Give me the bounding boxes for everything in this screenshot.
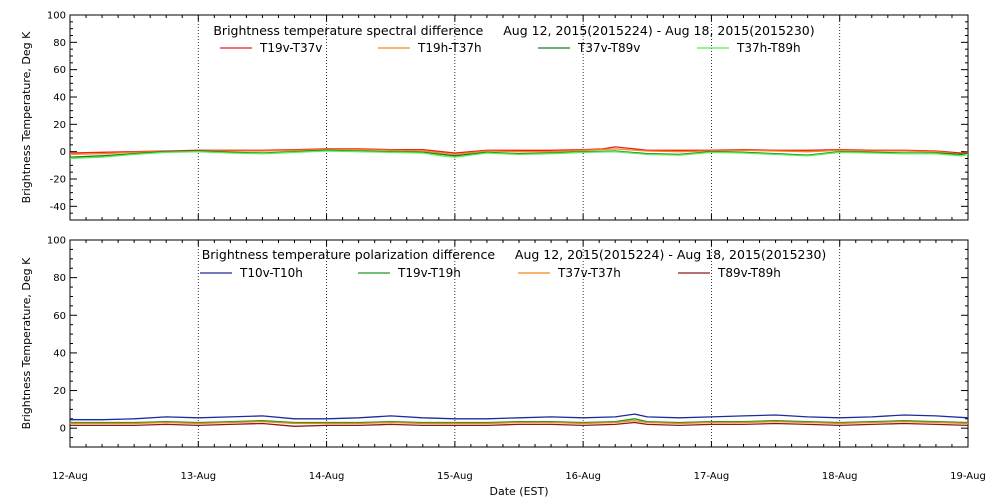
series-line-T19h-T37h (69, 148, 969, 156)
y-tick-label: 80 (53, 38, 66, 49)
legend-label: T19v-T37v (259, 41, 322, 55)
y-tick-label: 100 (47, 11, 66, 22)
y-tick-label: 40 (53, 93, 66, 104)
x-axis-label: Date (EST) (489, 485, 548, 498)
series-line-T19v-T37v (69, 146, 969, 154)
legend-label: T37h-T89h (736, 41, 801, 55)
y-tick-label: 0 (60, 424, 66, 435)
chart-title: Brightness temperature polarization diff… (202, 247, 827, 262)
series-line-T89v-T89h (70, 421, 969, 427)
x-tick-label: 18-Aug (822, 471, 858, 482)
chart-title: Brightness temperature spectral differen… (213, 23, 814, 38)
y-axis-label: Brightness Temperature, Deg K (20, 257, 33, 429)
series-line-T37v-T37h (70, 420, 969, 425)
y-tick-label: -40 (50, 202, 66, 213)
x-tick-label: 17-Aug (694, 471, 730, 482)
legend-label: T10v-T10h (239, 266, 303, 280)
chart-panel-0: -40 -20 0 20 40 60 80 100 Brightness Temperature… (20, 11, 969, 221)
y-tick-label: 40 (53, 348, 66, 359)
x-tick-label: 16-Aug (565, 471, 601, 482)
chart-panel-1: 0 20 40 60 80 100 12-Aug 13-Aug 14-Aug 15-Aug 16-A… (20, 236, 986, 499)
x-tick-label: 15-Aug (437, 471, 473, 482)
y-tick-label: 100 (47, 236, 66, 247)
x-tick-label: 12-Aug (52, 471, 88, 482)
y-axis-label: Brightness Temperature, Deg K (20, 31, 33, 203)
plot-frame (69, 14, 969, 221)
series-line-T37h-T89h (69, 150, 969, 160)
series-line-T19v-T19h (70, 418, 969, 424)
legend-label: T37v-T37h (557, 266, 621, 280)
plot-frame (69, 239, 969, 448)
x-tick-label: 13-Aug (180, 471, 216, 482)
y-tick-label: 0 (60, 147, 66, 158)
x-tick-label: 19-Aug (950, 471, 986, 482)
legend-label: T19v-T19h (397, 266, 461, 280)
series-line-T10v-T10h (70, 413, 969, 421)
legend-label: T37v-T89v (577, 41, 640, 55)
y-tick-label: -20 (50, 175, 66, 186)
x-tick-label: 14-Aug (309, 471, 345, 482)
legend-label: T89v-T89h (717, 266, 781, 280)
y-tick-label: 60 (53, 65, 66, 76)
y-tick-label: 20 (53, 386, 66, 397)
legend-label: T19h-T37h (417, 41, 482, 55)
y-tick-label: 20 (53, 120, 66, 131)
y-tick-label: 80 (53, 273, 66, 284)
y-tick-label: 60 (53, 311, 66, 322)
